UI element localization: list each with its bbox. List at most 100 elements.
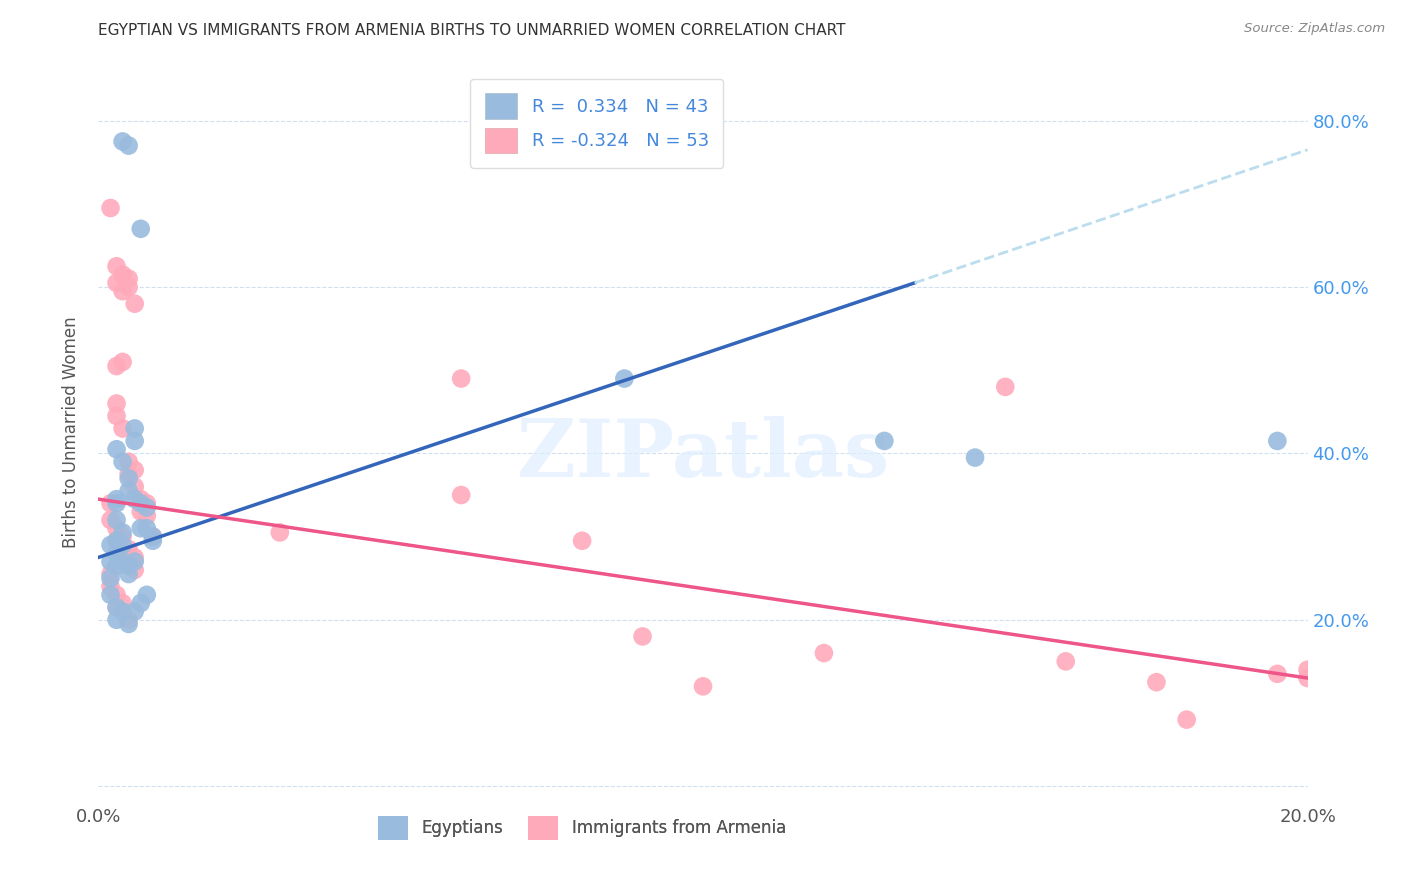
Point bbox=[118, 558, 141, 573]
Point bbox=[100, 496, 122, 510]
Point bbox=[813, 646, 835, 660]
Y-axis label: Births to Unmarried Women: Births to Unmarried Women bbox=[62, 317, 80, 549]
Point bbox=[118, 471, 141, 485]
Point bbox=[450, 371, 472, 385]
Point bbox=[111, 555, 134, 569]
Point bbox=[105, 546, 128, 560]
Point bbox=[1054, 654, 1077, 668]
Point bbox=[118, 455, 141, 469]
Point bbox=[129, 505, 152, 519]
Point bbox=[124, 492, 146, 507]
Point bbox=[129, 492, 152, 507]
Point bbox=[118, 558, 141, 573]
Point bbox=[111, 268, 134, 282]
Point bbox=[124, 421, 146, 435]
Point bbox=[105, 496, 128, 510]
Point bbox=[124, 555, 146, 569]
Point bbox=[1296, 671, 1319, 685]
Point bbox=[129, 521, 152, 535]
Point bbox=[105, 259, 128, 273]
Point bbox=[100, 513, 122, 527]
Point bbox=[111, 421, 134, 435]
Point bbox=[105, 613, 128, 627]
Point bbox=[111, 546, 134, 560]
Text: ZIPatlas: ZIPatlas bbox=[517, 416, 889, 494]
Point bbox=[124, 463, 146, 477]
Point bbox=[118, 616, 141, 631]
Point bbox=[692, 679, 714, 693]
Point bbox=[571, 533, 593, 548]
Point bbox=[118, 271, 141, 285]
Point bbox=[118, 542, 141, 557]
Point bbox=[1175, 713, 1198, 727]
Point bbox=[118, 613, 141, 627]
Point bbox=[105, 558, 128, 573]
Point bbox=[111, 135, 134, 149]
Point bbox=[100, 555, 122, 569]
Point bbox=[118, 138, 141, 153]
Point bbox=[124, 480, 146, 494]
Point bbox=[100, 567, 122, 582]
Point bbox=[135, 588, 157, 602]
Point bbox=[965, 450, 987, 465]
Point bbox=[129, 596, 152, 610]
Point bbox=[111, 538, 134, 552]
Point bbox=[142, 530, 165, 544]
Point bbox=[111, 525, 134, 540]
Point bbox=[873, 434, 896, 448]
Point bbox=[124, 550, 146, 565]
Point bbox=[613, 371, 636, 385]
Point bbox=[124, 563, 146, 577]
Point bbox=[142, 533, 165, 548]
Point bbox=[135, 496, 157, 510]
Point bbox=[100, 588, 122, 602]
Point bbox=[111, 355, 134, 369]
Point bbox=[100, 538, 122, 552]
Point bbox=[111, 605, 134, 619]
Point bbox=[142, 530, 165, 544]
Point bbox=[100, 571, 122, 585]
Point bbox=[105, 359, 128, 373]
Point bbox=[100, 580, 122, 594]
Point bbox=[111, 596, 134, 610]
Point bbox=[124, 434, 146, 448]
Point bbox=[105, 492, 128, 507]
Point bbox=[105, 396, 128, 410]
Point bbox=[111, 284, 134, 298]
Point bbox=[105, 533, 128, 548]
Point bbox=[1267, 666, 1289, 681]
Point bbox=[135, 500, 157, 515]
Point bbox=[105, 533, 128, 548]
Point bbox=[129, 496, 152, 510]
Point bbox=[124, 296, 146, 310]
Legend: Egyptians, Immigrants from Armenia: Egyptians, Immigrants from Armenia bbox=[371, 809, 793, 847]
Point bbox=[118, 567, 141, 582]
Point bbox=[105, 409, 128, 423]
Point bbox=[105, 442, 128, 457]
Point bbox=[105, 513, 128, 527]
Point bbox=[105, 276, 128, 290]
Point bbox=[1144, 675, 1167, 690]
Point bbox=[118, 467, 141, 482]
Point bbox=[269, 525, 291, 540]
Point bbox=[450, 488, 472, 502]
Point bbox=[631, 629, 654, 643]
Point bbox=[135, 521, 157, 535]
Point bbox=[105, 600, 128, 615]
Point bbox=[118, 280, 141, 294]
Point bbox=[1296, 663, 1319, 677]
Point bbox=[111, 530, 134, 544]
Text: Source: ZipAtlas.com: Source: ZipAtlas.com bbox=[1244, 22, 1385, 36]
Point bbox=[135, 508, 157, 523]
Point bbox=[124, 605, 146, 619]
Point bbox=[100, 201, 122, 215]
Point bbox=[105, 588, 128, 602]
Point bbox=[105, 600, 128, 615]
Point bbox=[111, 455, 134, 469]
Point bbox=[105, 521, 128, 535]
Text: EGYPTIAN VS IMMIGRANTS FROM ARMENIA BIRTHS TO UNMARRIED WOMEN CORRELATION CHART: EGYPTIAN VS IMMIGRANTS FROM ARMENIA BIRT… bbox=[98, 22, 846, 37]
Point bbox=[994, 380, 1017, 394]
Point bbox=[118, 483, 141, 498]
Point bbox=[1267, 434, 1289, 448]
Point bbox=[129, 222, 152, 236]
